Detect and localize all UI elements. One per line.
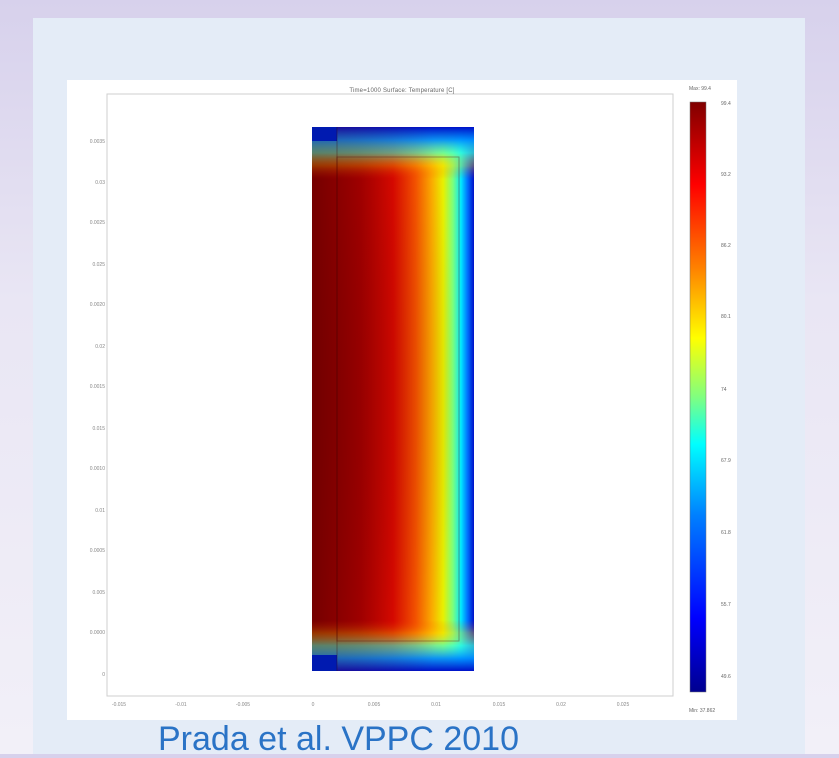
y-tick-label: 0.025 — [92, 262, 105, 268]
x-tick-label: 0.015 — [492, 702, 506, 708]
colorbar-tick: 55.7 — [721, 602, 731, 608]
colorbar-tick: 67.9 — [721, 458, 731, 464]
colorbar-tick: 49.6 — [721, 674, 731, 680]
y-tick-label: 0.03 — [95, 180, 105, 186]
colorbar-tick: 74 — [721, 387, 727, 393]
temperature-figure: Time=1000 Surface: Temperature [C] Max: … — [67, 80, 737, 720]
figure-title: Time=1000 Surface: Temperature [C] — [349, 88, 455, 94]
y-tick-label: 0.0025 — [89, 220, 105, 226]
colorbar-max-label: Max: 99.4 — [689, 86, 711, 92]
x-tick-label: -0.01 — [175, 702, 187, 708]
plot-svg — [106, 93, 707, 697]
x-tick-label: -0.005 — [235, 702, 251, 708]
colorbar-min-label: Min: 37.862 — [689, 708, 716, 714]
x-tick-label: -0.015 — [111, 702, 127, 708]
temperature-domain — [312, 127, 474, 671]
colorbar — [689, 101, 707, 693]
y-tick-label: 0.005 — [92, 590, 105, 596]
colorbar-tick: 80.1 — [721, 314, 731, 320]
x-tick-label: 0.01 — [431, 702, 441, 708]
y-tick-label: 0.0010 — [89, 466, 105, 472]
y-tick-label: 0.0020 — [89, 302, 105, 308]
y-tick-label: 0.01 — [95, 508, 105, 514]
colorbar-tick: 93.2 — [721, 172, 731, 178]
y-tick-label: 0.0000 — [89, 630, 105, 636]
colorbar-tick: 86.2 — [721, 243, 731, 249]
y-tick-label: 0.015 — [92, 426, 105, 432]
y-tick-label: 0 — [102, 672, 105, 678]
x-tick-label: 0.02 — [556, 702, 566, 708]
y-tick-label: 0.0005 — [89, 548, 105, 554]
x-tick-label: 0.005 — [367, 702, 381, 708]
colorbar-tick: 99.4 — [721, 101, 731, 107]
x-tick-label: 0.025 — [616, 702, 630, 708]
citation-caption: Prada et al. VPPC 2010 — [158, 720, 520, 758]
x-tick-label: 0 — [311, 702, 315, 708]
y-tick-label: 0.0015 — [89, 384, 105, 390]
y-tick-label: 0.0035 — [89, 139, 105, 145]
y-tick-label: 0.02 — [95, 344, 105, 350]
colorbar-tick: 61.8 — [721, 530, 731, 536]
